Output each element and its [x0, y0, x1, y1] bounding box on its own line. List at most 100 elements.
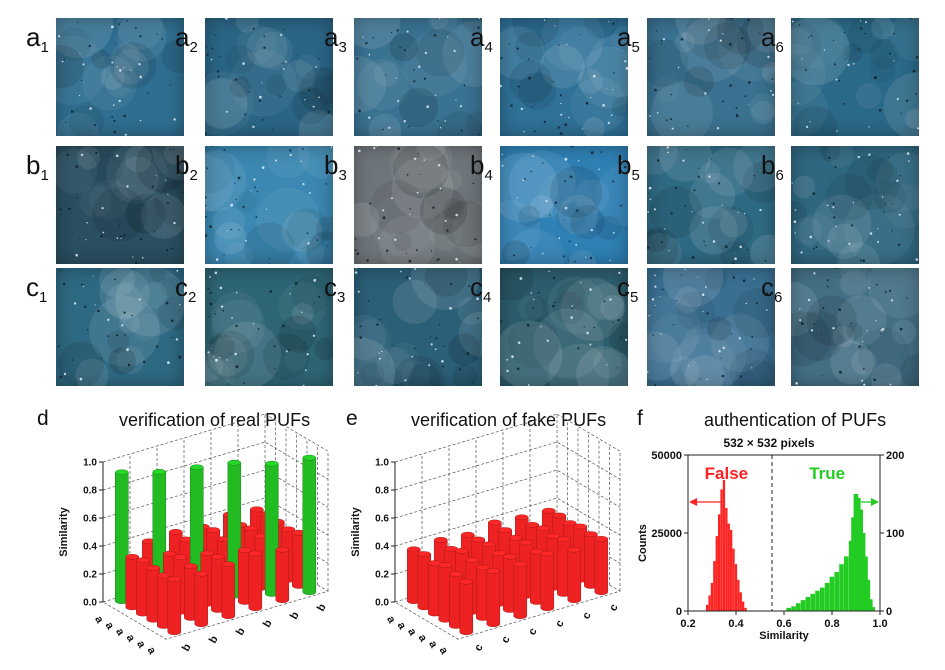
- d-bar-top: [275, 546, 290, 553]
- tile-label-c2: c2: [175, 274, 196, 305]
- f-hist-bar-true: [858, 509, 863, 611]
- tile-label-subscript: 1: [39, 289, 48, 306]
- photo-tile-a5: [647, 18, 775, 136]
- e-bar-top: [455, 548, 469, 554]
- f-hist-bar-true: [791, 606, 796, 611]
- f-x-tick-label: 0.4: [728, 618, 744, 630]
- e-bar-top: [536, 525, 550, 532]
- d-bar-body: [194, 573, 209, 627]
- tile-label-subscript: 4: [483, 289, 492, 306]
- f-hist-bar-true: [868, 599, 873, 611]
- f-hist-bar-true: [865, 579, 871, 611]
- photo-tile-b4: [500, 146, 628, 264]
- photo-tile-c2: [205, 268, 333, 386]
- tile-label-letter: a: [470, 22, 485, 52]
- f-hist-bar-true: [870, 607, 875, 611]
- tile-label-subscript: 3: [338, 167, 347, 184]
- f-hist-bar-true: [853, 494, 859, 611]
- photo-tile-a4: [500, 18, 628, 136]
- d-grid-line: [102, 441, 329, 491]
- e-bar-top: [567, 546, 582, 553]
- photo-tile-b6: [791, 146, 919, 264]
- f-x-label: Similarity: [759, 630, 809, 642]
- panel-f-letter: f: [637, 407, 643, 430]
- tile-label-letter: c: [470, 272, 483, 302]
- d-z-tick-label: 0.6: [83, 514, 97, 525]
- d-col-tick-label: b: [315, 602, 329, 614]
- panel-d-letter: d: [37, 407, 49, 430]
- f-x-tick-label: 0.8: [824, 618, 839, 630]
- tile-label-subscript: 5: [630, 289, 639, 306]
- e-bar-top: [476, 564, 490, 571]
- photo-tile-c6: [791, 268, 919, 386]
- f-hist-bar-false: [715, 536, 718, 611]
- f-series-label-true: True: [809, 464, 845, 483]
- f-y-right-tick-label: 0: [886, 606, 892, 618]
- d-col-tick-label: b: [234, 626, 248, 638]
- f-y-right-tick-label: 200: [886, 450, 904, 462]
- photo-tile-b2: [205, 146, 333, 264]
- d-bar-top: [169, 529, 183, 535]
- e-bar-top: [471, 536, 486, 543]
- d-bar-body: [167, 578, 182, 635]
- d-z-tick-label: 1.0: [83, 458, 97, 469]
- photo-tile-a6: [791, 18, 919, 136]
- f-hist-bar-true: [824, 582, 830, 611]
- d-bar-top: [248, 550, 263, 557]
- e-grid-line: [394, 441, 621, 491]
- e-bar-top: [557, 536, 571, 543]
- f-hist-bar-true: [848, 540, 854, 611]
- d-bar-top: [281, 526, 296, 533]
- e-col-tick-label: c: [580, 610, 593, 621]
- tile-label-b5: b5: [617, 152, 640, 183]
- d-row-tick-label: a: [124, 633, 138, 645]
- e-bar-top: [417, 551, 432, 557]
- f-hist-bar-false: [710, 582, 714, 611]
- e-bar-top: [552, 512, 567, 519]
- d-bar-top: [200, 550, 215, 557]
- f-hist-bar-false: [720, 489, 723, 611]
- tile-label-c4: c4: [470, 274, 491, 305]
- tile-label-a4: a4: [470, 24, 493, 55]
- e-bar-top: [434, 537, 448, 543]
- f-arrow-true-head: [871, 498, 879, 506]
- f-hist-bar-true: [834, 572, 839, 611]
- tile-label-subscript: 4: [484, 39, 493, 56]
- tile-label-subscript: 2: [189, 39, 198, 56]
- e-row-tick-label: a: [437, 645, 451, 657]
- tile-label-subscript: 6: [774, 289, 783, 306]
- e-bar-top: [488, 519, 502, 526]
- f-hist-bar-true: [786, 607, 791, 611]
- e-z-tick-label: 0.0: [375, 598, 389, 609]
- d-bar-top: [184, 563, 198, 569]
- photo-tile-b5: [647, 146, 775, 264]
- tile-label-letter: b: [470, 150, 485, 180]
- d-z-tick-label: 0.4: [83, 542, 97, 553]
- f-x-tick-label: 0.6: [776, 618, 791, 630]
- d-row-tick-label: a: [145, 645, 159, 657]
- d-col-tick-label: b: [207, 634, 221, 646]
- d-bar-top: [221, 561, 236, 568]
- d-bar-top: [157, 572, 171, 579]
- f-hist-bar-true: [815, 590, 820, 611]
- e-z-tick-label: 0.4: [375, 542, 389, 553]
- d-bar-top: [152, 469, 167, 475]
- tile-label-letter: b: [26, 150, 41, 180]
- f-hist-bar-true: [860, 533, 866, 611]
- e-bar-top: [515, 514, 529, 521]
- photo-tile-b1: [56, 146, 184, 264]
- d-bar-top: [238, 547, 252, 553]
- e-bar-top: [438, 562, 453, 568]
- f-hist-bar-true: [810, 593, 815, 611]
- f-hist-bar-false: [737, 579, 740, 611]
- f-y-label: Counts: [637, 524, 649, 562]
- f-hist-bar-false: [730, 529, 733, 611]
- tile-label-subscript: 3: [338, 39, 347, 56]
- d-bar-top: [211, 553, 225, 560]
- e-bar-top: [573, 523, 588, 530]
- tile-label-c5: c5: [617, 274, 638, 305]
- f-hist-bar-true: [839, 564, 844, 611]
- e-col-tick-label: c: [499, 634, 512, 645]
- f-hist-bar-false: [706, 604, 709, 611]
- tile-label-subscript: 2: [189, 167, 198, 184]
